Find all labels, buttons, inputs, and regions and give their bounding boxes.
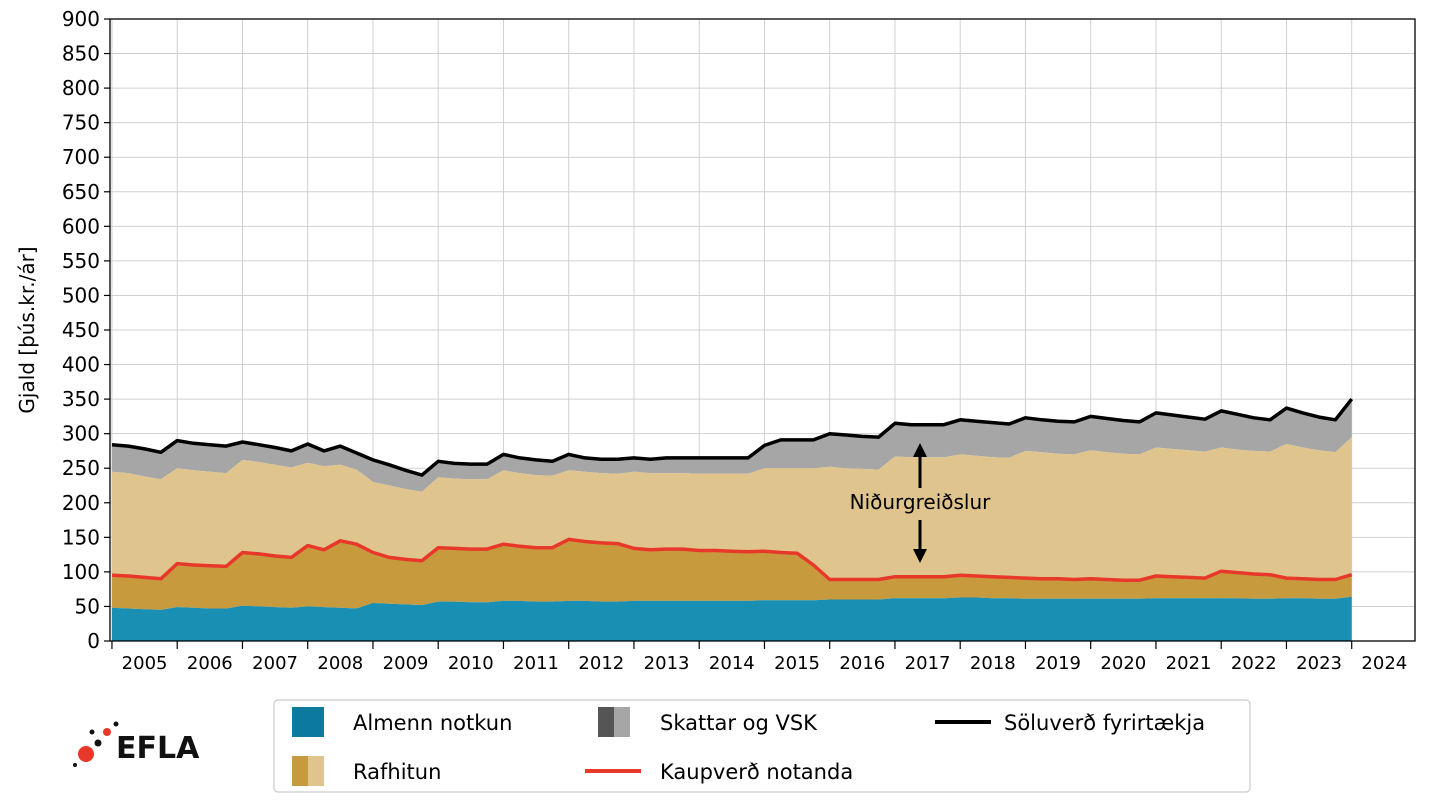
- x-tick-label: 2016: [839, 653, 885, 674]
- x-tick-label: 2024: [1361, 653, 1407, 674]
- legend-swatch-skattar-light: [614, 707, 630, 737]
- x-tick-label: 2021: [1166, 653, 1212, 674]
- x-tick-label: 2014: [709, 653, 755, 674]
- logo-dot-black-3: [89, 729, 95, 735]
- efla-logo: EFLA: [73, 721, 200, 767]
- legend-swatch-rafhitun-dark: [292, 756, 308, 786]
- y-tick-label: 250: [62, 456, 100, 480]
- y-tick-label: 200: [62, 491, 100, 515]
- y-tick-label: 50: [75, 594, 100, 618]
- y-tick-label: 450: [62, 318, 100, 342]
- y-tick-label: 750: [62, 111, 100, 135]
- y-tick-label: 500: [62, 283, 100, 307]
- annotation-arrowhead-down: [913, 549, 927, 563]
- x-tick-label: 2008: [317, 653, 363, 674]
- plot-areas: [112, 399, 1352, 641]
- x-tick-label: 2005: [122, 653, 168, 674]
- legend-swatch-rafhitun-light: [308, 756, 324, 786]
- x-tick-label: 2017: [905, 653, 951, 674]
- x-tick-label: 2023: [1296, 653, 1342, 674]
- x-axis: 2005 2006 2007 2008 2009 2010 2011 2012 2013 2014…: [111, 641, 1407, 674]
- y-tick-label: 300: [62, 422, 100, 446]
- y-tick-label: 850: [62, 42, 100, 66]
- y-tick-label: 100: [62, 560, 100, 584]
- plot-lines: [111, 398, 1354, 582]
- y-axis: 0 50 100 150 200 250 300 350 400 450 500 550 600 650 7…: [62, 7, 110, 653]
- x-tick-label: 2009: [383, 653, 429, 674]
- x-tick-label: 2006: [187, 653, 233, 674]
- x-tick-label: 2007: [252, 653, 298, 674]
- y-tick-label: 650: [62, 180, 100, 204]
- x-tick-label: 2010: [448, 653, 494, 674]
- x-tick-label: 2013: [644, 653, 690, 674]
- legend-label-kaupverd: Kaupverð notanda: [660, 760, 853, 784]
- y-tick-label: 400: [62, 353, 100, 377]
- y-tick-label: 600: [62, 214, 100, 238]
- logo-dot-black-4: [73, 763, 77, 767]
- x-tick-label: 2015: [774, 653, 820, 674]
- y-tick-label: 700: [62, 145, 100, 169]
- legend-label-soluverd: Söluverð fyrirtækja: [1004, 711, 1205, 735]
- x-tick-label: 2011: [513, 653, 559, 674]
- legend-label-rafhitun: Rafhitun: [353, 760, 441, 784]
- x-tick-label: 2022: [1231, 653, 1277, 674]
- y-tick-label: 350: [62, 387, 100, 411]
- legend-label-almenn: Almenn notkun: [353, 711, 512, 735]
- area-rafhitun-subsidy: [112, 437, 1352, 581]
- y-tick-label: 550: [62, 249, 100, 273]
- x-tick-label: 2020: [1100, 653, 1146, 674]
- area-skattar: [112, 399, 1352, 492]
- y-tick-label: 800: [62, 76, 100, 100]
- x-tick-label: 2012: [578, 653, 624, 674]
- y-axis-title: Gjald [þús.kr./ár]: [15, 246, 39, 413]
- area-rafhitun: [112, 539, 1352, 610]
- annotation-arrowhead-up: [913, 443, 927, 457]
- legend: Almenn notkun Rafhitun Skattar og VSK Ka…: [273, 699, 1251, 793]
- logo-dot-black-2: [113, 721, 119, 727]
- annotation-label: Niðurgreiðslur: [850, 490, 992, 514]
- y-tick-label: 0: [87, 629, 100, 653]
- area-almenn: [112, 596, 1352, 641]
- x-tick-label: 2018: [970, 653, 1016, 674]
- legend-swatch-almenn: [292, 707, 324, 737]
- line-soluverd: [111, 398, 1354, 477]
- logo-dot-red: [103, 728, 111, 736]
- y-tick-label: 150: [62, 525, 100, 549]
- y-tick-label: 900: [62, 7, 100, 31]
- annotation: Niðurgreiðslur: [850, 443, 992, 563]
- legend-swatch-skattar-dark: [598, 707, 614, 737]
- x-tick-label: 2019: [1035, 653, 1081, 674]
- logo-dot-large: [78, 746, 94, 762]
- line-kaupverd: [111, 537, 1353, 582]
- logo-text: EFLA: [116, 731, 200, 766]
- legend-label-skattar: Skattar og VSK: [660, 711, 818, 735]
- logo-dot-black-1: [94, 739, 102, 747]
- legend-frame: [273, 699, 1251, 793]
